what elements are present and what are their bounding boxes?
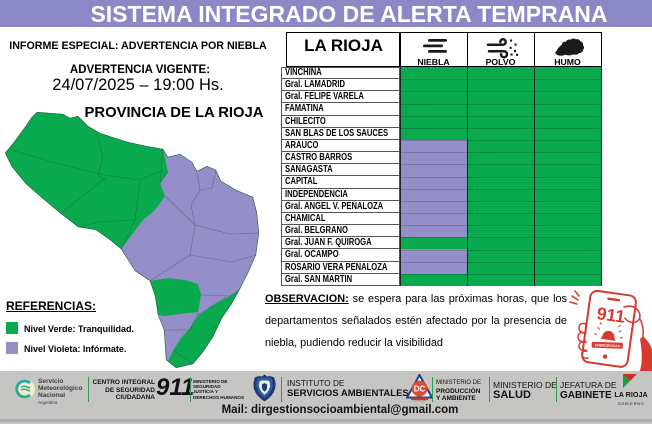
svg-text:911: 911: [596, 303, 627, 327]
svg-text:LA RIOJA: LA RIOJA: [414, 399, 426, 402]
svg-text:DC: DC: [414, 385, 426, 394]
svg-text:EMERGENCIAS: EMERGENCIAS: [595, 343, 621, 348]
